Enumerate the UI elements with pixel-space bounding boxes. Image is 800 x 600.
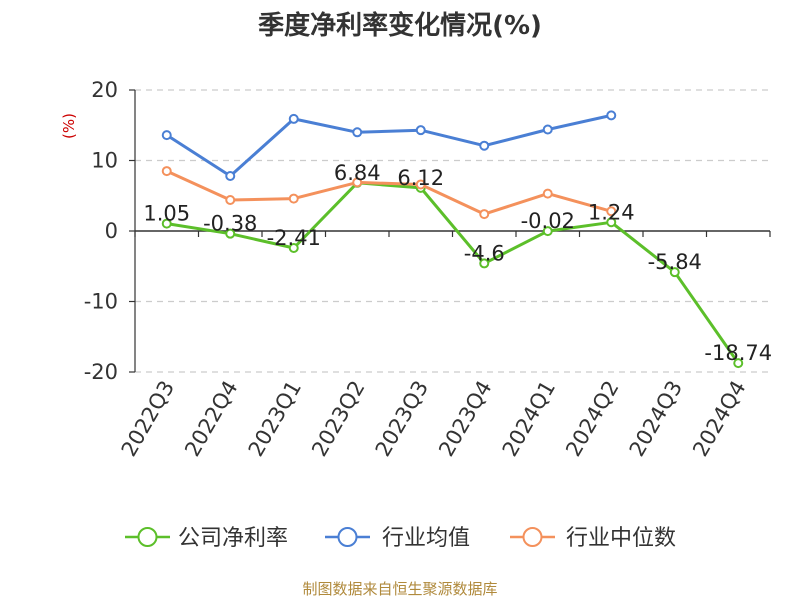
legend-item-2[interactable]: 行业中位数 [510,526,676,551]
y-tick-label: -20 [84,360,118,384]
data-point [288,242,299,253]
data-label: -4.6 [464,241,505,265]
series-line-1 [165,113,612,178]
data-point [352,177,363,188]
x-tick-label: 2024Q1 [498,377,560,461]
data-point [542,124,553,135]
x-tick-label: 2022Q3 [117,377,179,461]
y-tick-label: 10 [91,149,118,173]
data-label: -0.38 [203,212,257,236]
data-point [479,258,490,269]
x-tick-label: 2023Q4 [434,377,496,461]
x-tick-label: 2023Q3 [371,377,433,461]
series-line-2 [166,169,612,216]
data-point [669,267,680,278]
legend-swatch-marker [337,527,358,547]
data-point [352,127,363,138]
legend-label: 行业中位数 [566,526,676,551]
x-tick-label: 2024Q3 [625,377,687,461]
data-label: -5.84 [648,250,702,274]
footer-source: 制图数据来自恒生聚源数据库 [302,580,497,598]
data-point [225,171,236,182]
data-label: -2.41 [267,226,321,250]
data-point [606,110,617,121]
y-tick-label: -10 [84,290,118,314]
data-point [225,194,236,205]
legend-swatch-marker [137,527,158,547]
legend-item-1[interactable]: 行业均值 [325,526,470,551]
data-point [542,188,553,199]
y-tick-label: 0 [105,219,118,243]
data-label: 1.05 [143,202,190,226]
legend-item-0[interactable]: 公司净利率 [125,526,288,551]
x-tick-label: 2024Q4 [688,377,750,461]
x-tick-label: 2023Q1 [244,377,306,461]
legend-label: 行业均值 [382,526,470,551]
data-point [288,113,299,124]
data-point [225,228,236,239]
chart-title: 季度净利率变化情况(%) [258,10,542,41]
data-point [542,226,553,237]
data-label: 1.24 [588,200,635,224]
data-label: 6.12 [397,166,444,190]
legend-label: 公司净利率 [178,526,288,551]
data-point [479,209,490,220]
data-label: -18.74 [704,341,772,365]
legend-swatch-marker [522,527,543,547]
data-point [733,358,744,369]
data-point [606,206,617,217]
legend[interactable]: 公司净利率 行业均值 行业中位数 [125,526,676,551]
series-line-0 [166,181,740,364]
data-label: 6.84 [334,161,381,185]
data-label: -0.02 [521,209,575,233]
data-labels: 1.05 -0.38 -2.41 6.84 6.12 -4.6 -0.02 1.24 -5.84… [143,161,772,365]
data-point [161,130,172,141]
data-point [161,166,172,177]
series-layer [161,110,744,369]
data-point [161,218,172,229]
grid-lines [135,89,770,373]
data-point [288,193,299,204]
x-tick-label: 2022Q4 [180,377,242,461]
data-point [415,125,426,136]
x-tick-label: 2023Q2 [307,377,369,461]
data-point [415,179,426,190]
data-point [479,140,490,151]
data-point [606,217,617,228]
y-axis-label: (%) [60,113,78,139]
x-tick-label: 2024Q2 [561,377,623,461]
y-tick-label: 20 [91,78,118,102]
